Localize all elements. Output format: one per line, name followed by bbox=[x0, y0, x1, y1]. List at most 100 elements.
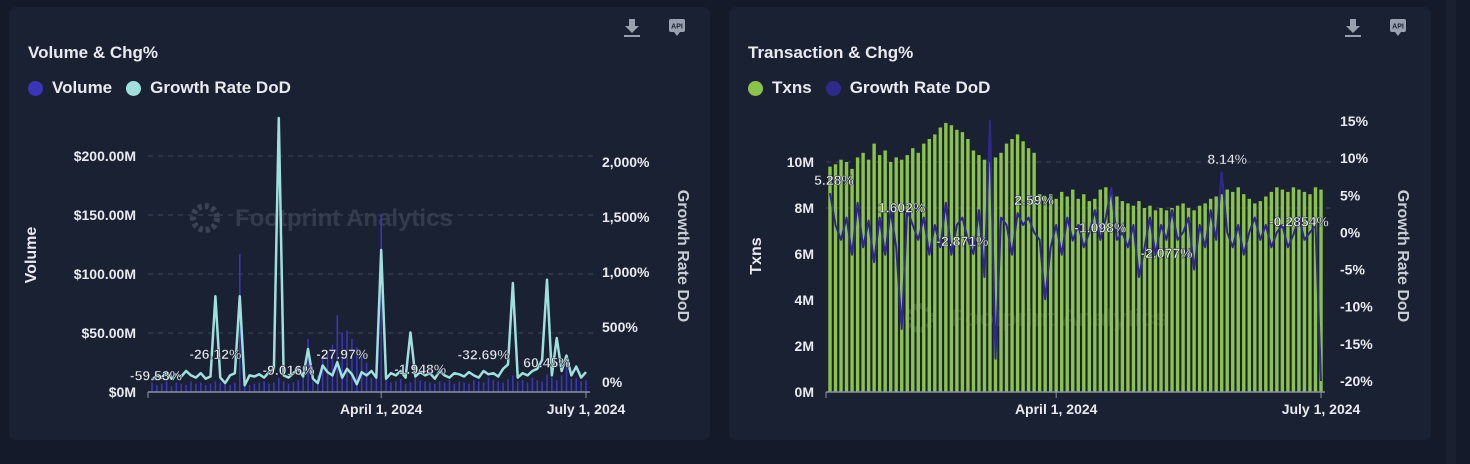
y2-tick-label: -5% bbox=[1340, 262, 1365, 278]
bar bbox=[866, 159, 871, 392]
bar bbox=[900, 159, 904, 392]
bar bbox=[380, 215, 382, 392]
bar bbox=[1021, 141, 1025, 392]
bar bbox=[365, 362, 368, 392]
bar bbox=[905, 155, 909, 392]
legend-label: Volume bbox=[52, 78, 113, 97]
bar bbox=[453, 383, 456, 392]
legend-item-txns[interactable]: Txns bbox=[748, 78, 812, 98]
download-icon[interactable] bbox=[621, 17, 643, 39]
bar bbox=[1203, 203, 1207, 392]
bar bbox=[570, 379, 573, 392]
bar bbox=[531, 377, 534, 392]
bar bbox=[507, 379, 509, 392]
legend-label: Growth Rate DoD bbox=[150, 78, 291, 97]
bar bbox=[1010, 139, 1014, 392]
bar bbox=[336, 315, 339, 392]
data-label: 8.14% bbox=[1207, 151, 1247, 167]
api-icon[interactable]: API bbox=[667, 17, 689, 39]
bar bbox=[404, 383, 407, 392]
bar bbox=[224, 383, 226, 392]
y2-tick-label: 500% bbox=[602, 319, 638, 335]
bar bbox=[468, 383, 470, 392]
bar bbox=[1208, 198, 1213, 392]
data-label: 2.59% bbox=[1014, 192, 1054, 208]
data-label: -32.69% bbox=[458, 347, 511, 363]
bar bbox=[1291, 187, 1296, 392]
legend-item-growth-rate[interactable]: Growth Rate DoD bbox=[825, 78, 990, 98]
bar bbox=[1126, 203, 1130, 392]
data-label: -0.2854% bbox=[1269, 214, 1329, 230]
bar bbox=[1037, 194, 1042, 392]
y2-tick-label: -20% bbox=[1340, 373, 1373, 389]
bar bbox=[258, 382, 261, 392]
bar bbox=[307, 338, 309, 392]
bar bbox=[180, 383, 183, 392]
card-title: Volume & Chg% bbox=[28, 43, 159, 62]
bar bbox=[477, 381, 480, 392]
bar bbox=[356, 347, 358, 392]
bar bbox=[1060, 191, 1064, 392]
bar bbox=[1236, 187, 1240, 392]
bar bbox=[993, 157, 998, 392]
bar bbox=[1098, 189, 1103, 392]
bar bbox=[1065, 196, 1069, 392]
bar bbox=[1219, 194, 1224, 392]
bar bbox=[351, 338, 353, 392]
y-tick-label: 2M bbox=[795, 338, 814, 354]
bar bbox=[944, 122, 948, 393]
y2-tick-label: 0% bbox=[602, 374, 623, 390]
bar bbox=[1131, 205, 1136, 392]
bar bbox=[165, 381, 168, 392]
bar bbox=[282, 381, 285, 392]
y2-tick-label: 1,500% bbox=[602, 209, 650, 225]
bar bbox=[1164, 210, 1169, 392]
bar bbox=[1302, 191, 1307, 392]
y-tick-label: $50.00M bbox=[82, 325, 136, 341]
api-icon-text: API bbox=[671, 24, 683, 31]
bar bbox=[234, 382, 236, 392]
bar bbox=[1192, 210, 1196, 392]
y-tick-label: 8M bbox=[795, 200, 814, 216]
bar bbox=[195, 383, 197, 392]
bar bbox=[409, 382, 412, 392]
bar bbox=[1247, 198, 1251, 392]
bar bbox=[1269, 191, 1274, 392]
page-scrollbar[interactable] bbox=[1446, 0, 1456, 464]
legend-item-growth-rate[interactable]: Growth Rate DoD bbox=[126, 78, 291, 98]
bar bbox=[429, 382, 431, 392]
legend-dot-icon bbox=[126, 80, 142, 96]
data-label: -59.53% bbox=[130, 368, 183, 384]
download-icon[interactable] bbox=[1342, 17, 1364, 39]
bar bbox=[916, 152, 920, 392]
bar bbox=[229, 384, 231, 392]
bar bbox=[482, 382, 485, 392]
bar bbox=[1175, 205, 1180, 392]
bar bbox=[458, 381, 461, 392]
api-icon[interactable]: API bbox=[1388, 17, 1410, 39]
bar bbox=[1214, 196, 1218, 392]
legend-item-volume[interactable]: Volume bbox=[28, 78, 112, 98]
y-tick-label: 6M bbox=[795, 246, 814, 262]
bar bbox=[536, 380, 539, 392]
bar bbox=[949, 125, 954, 392]
bar bbox=[248, 384, 251, 392]
bar bbox=[487, 377, 490, 392]
bar bbox=[156, 384, 158, 392]
bar bbox=[341, 333, 343, 392]
bar bbox=[473, 380, 475, 392]
bar bbox=[971, 150, 976, 392]
bar bbox=[263, 381, 265, 392]
data-label: -9.016% bbox=[262, 362, 315, 378]
bar bbox=[1313, 187, 1318, 392]
bar bbox=[1076, 198, 1080, 392]
bar bbox=[1242, 194, 1246, 392]
y-tick-label: 4M bbox=[795, 292, 814, 308]
x-tick-label: July 1, 2024 bbox=[1282, 401, 1361, 417]
bar bbox=[933, 134, 937, 392]
x-tick-label: April 1, 2024 bbox=[1015, 401, 1098, 417]
chart-legend: Volume Growth Rate DoD bbox=[28, 78, 291, 98]
bar bbox=[1015, 134, 1020, 392]
bar bbox=[911, 148, 915, 392]
y2-tick-label: 5% bbox=[1340, 187, 1361, 203]
